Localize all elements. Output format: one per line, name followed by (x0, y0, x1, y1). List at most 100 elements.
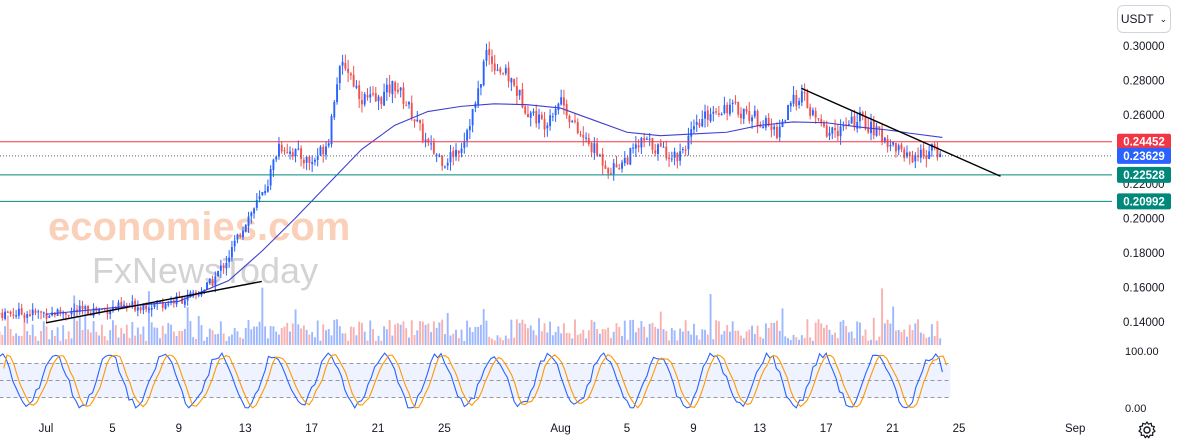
candle-body (302, 159, 305, 164)
candle-body (593, 143, 596, 154)
volume-bar (394, 324, 397, 345)
candle-body (792, 94, 795, 104)
volume-bar (477, 326, 480, 345)
volume-bar (842, 320, 845, 345)
gear-icon[interactable] (1137, 420, 1157, 440)
volume-bar (809, 337, 812, 345)
candle-body (607, 168, 610, 174)
volume-bar (291, 323, 294, 345)
volume-bar (402, 321, 405, 345)
candle-body (142, 304, 145, 311)
time-tick: 5 (109, 423, 115, 435)
candle-body (1, 312, 4, 318)
volume-bar (117, 337, 120, 345)
volume-bar (466, 320, 469, 345)
candle-body (734, 101, 737, 103)
volume-bar (836, 338, 839, 345)
volume-bar (593, 321, 596, 345)
volume-bar (524, 323, 527, 345)
candle-body (236, 234, 239, 240)
volume-bar (20, 336, 23, 345)
volume-bar (349, 326, 352, 345)
volume-bar (120, 328, 123, 345)
volume-bar (690, 334, 693, 345)
volume-bar (427, 323, 430, 345)
volume-bar (767, 327, 770, 345)
candle-body (319, 146, 322, 156)
volume-bar (737, 330, 740, 345)
candle-body (764, 117, 767, 128)
candle-body (900, 144, 903, 150)
candle-body (466, 130, 469, 141)
volume-bar (76, 320, 78, 345)
candle-body (405, 105, 408, 107)
candle-body (432, 142, 435, 154)
volume-bar (463, 340, 466, 345)
volume-bar (900, 331, 903, 345)
volume-bar (336, 319, 339, 345)
volume-bar (803, 338, 806, 345)
candle-body (712, 111, 715, 114)
candle-body (441, 156, 444, 167)
volume-bar (416, 330, 419, 345)
candle-body (291, 152, 294, 157)
volume-bar (535, 335, 538, 345)
candle-body (203, 289, 206, 294)
volume-bar (217, 333, 220, 345)
volume-bar (922, 333, 925, 345)
volume-bar (269, 326, 272, 345)
volume-bar (554, 331, 557, 345)
candle-body (247, 216, 250, 227)
volume-bar (701, 329, 704, 345)
currency-selector[interactable]: USDT ⌄ (1117, 5, 1171, 33)
volume-bar (681, 331, 684, 345)
trendline-1 (45, 280, 262, 324)
volume-bar (543, 323, 546, 345)
candle-body (73, 309, 76, 312)
volume-bar (37, 340, 40, 345)
volume-bar (358, 321, 361, 345)
volume-bar (15, 333, 18, 345)
candle-body (496, 69, 499, 71)
candle-body (659, 143, 662, 147)
volume-bar (823, 327, 825, 345)
volume-bar (250, 329, 253, 345)
candle-body (513, 79, 516, 86)
volume-bar (410, 320, 413, 345)
volume-bar (562, 323, 565, 345)
candle-body (316, 156, 319, 160)
volume-bar (906, 336, 908, 345)
volume-bar (408, 337, 410, 345)
candle-body (383, 91, 386, 106)
candle-body (341, 61, 344, 66)
volume-bar (654, 326, 657, 345)
volume-bar (820, 323, 823, 345)
volume-bar (9, 328, 12, 345)
candle-body (408, 101, 410, 105)
candle-body (40, 311, 42, 313)
volume-bar (289, 331, 291, 345)
volume-bar (897, 329, 900, 345)
volume-bar (399, 324, 402, 345)
volume-bar (698, 339, 701, 345)
volume-bar (219, 321, 222, 345)
candle-body (878, 126, 881, 129)
candle-body (444, 166, 446, 168)
volume-bar (527, 328, 529, 345)
volume-bar (872, 317, 875, 345)
volume-bar (565, 333, 568, 345)
volume-bar (939, 338, 942, 345)
candle-body (372, 93, 374, 95)
candle-body (344, 63, 347, 69)
volume-bar (479, 324, 482, 345)
volume-bar (576, 334, 579, 345)
candle-body (244, 225, 247, 232)
volume-bar (579, 333, 582, 345)
candle-body (693, 126, 695, 130)
candle-body (266, 186, 269, 192)
candle-body (778, 126, 781, 138)
volume-bar (327, 329, 330, 345)
candle-body (123, 304, 125, 306)
candle-body (914, 155, 917, 162)
